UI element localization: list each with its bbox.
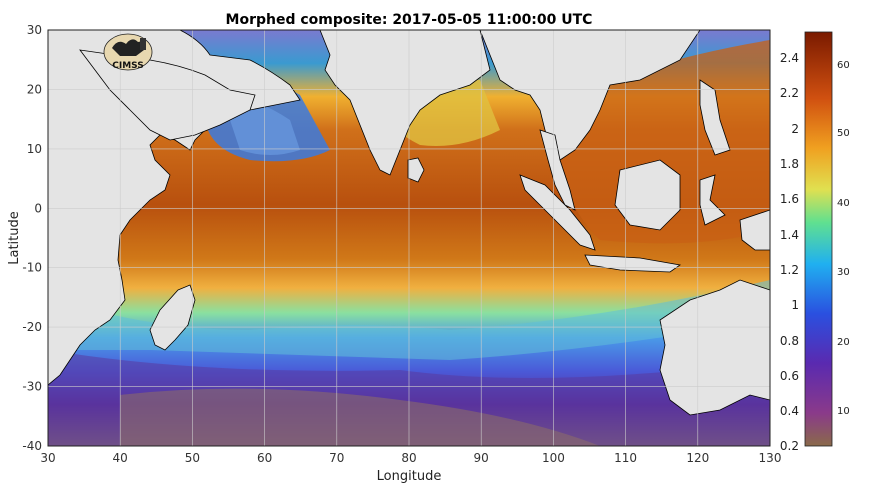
- colorbar-tick-label: 1.6: [780, 192, 799, 206]
- map-title: Morphed composite: 2017-05-05 11:00:00 U…: [226, 12, 593, 28]
- x-tick-label: 90: [474, 451, 489, 465]
- malay-peninsula: [539, 129, 576, 211]
- x-tick-label: 30: [40, 451, 55, 465]
- x-tick-label: 110: [614, 451, 637, 465]
- grid-lines: [48, 30, 770, 446]
- x-tick-label: 40: [113, 451, 128, 465]
- x-tick-label: 60: [257, 451, 272, 465]
- colorbar-tick-label: 2.4: [780, 51, 799, 65]
- philippines-landmass: [699, 79, 731, 156]
- indochina-landmass: [479, 30, 701, 161]
- sumatra-landmass: [519, 174, 596, 251]
- y-tick-label: 10: [27, 142, 42, 156]
- x-tick-labels: 30 40 50 60 70 80 90 100 110 120 130: [40, 451, 781, 465]
- colorbar-tick-label: 0.8: [780, 334, 799, 348]
- far-south-dry: [120, 388, 600, 446]
- colorbar-tick-label: 2.2: [780, 86, 799, 100]
- x-tick-label: 120: [686, 451, 709, 465]
- sulawesi-landmass: [699, 174, 726, 226]
- colorbar-tick-label: 0.6: [780, 369, 799, 383]
- colorbar-tick-label: 10: [837, 406, 850, 417]
- colorbar-tick-label: 1.8: [780, 157, 799, 171]
- colorbar-tick-label: 2: [791, 122, 799, 136]
- cimss-logo: CIMSS: [103, 33, 153, 71]
- plot-frame: [47, 29, 771, 447]
- x-tick-label: 70: [329, 451, 344, 465]
- y-tick-labels: 30 20 10 0 -10 -20 -30 -40: [22, 23, 42, 453]
- colorbar-tick-label: 30: [837, 267, 850, 278]
- x-tick-label: 130: [759, 451, 782, 465]
- colorbar-left-ticks: 2.4 2.2 2 1.8 1.6 1.4 1.2 1 0.8 0.6 0.4 …: [780, 51, 799, 453]
- africa-landmass: [48, 30, 301, 386]
- colorbar-tick-label: 40: [837, 198, 850, 209]
- colorbar-tick-label: 60: [837, 60, 850, 71]
- australia-landmass: [659, 279, 770, 416]
- india-landmass: [319, 30, 491, 176]
- y-axis-label: Latitude: [7, 211, 22, 265]
- colorbar-tick-label: 1.2: [780, 263, 799, 277]
- y-tick-label: -10: [22, 261, 42, 275]
- new-guinea-landmass: [739, 209, 770, 251]
- sri-lanka-landmass: [407, 157, 425, 183]
- logo-text: CIMSS: [112, 61, 143, 71]
- y-tick-label: 0: [34, 201, 42, 215]
- arabia-landmass: [79, 49, 256, 141]
- colorbar-tick-label: 20: [837, 337, 850, 348]
- x-tick-label: 50: [185, 451, 200, 465]
- y-tick-label: 30: [27, 23, 42, 37]
- maritime-continent-moist: [560, 40, 770, 244]
- southern-transition-band: [60, 280, 770, 360]
- colorbar-right-ticks: 60 50 40 30 20 10: [837, 60, 850, 417]
- y-tick-label: -30: [22, 380, 42, 394]
- colorbar-tick-label: 1.4: [780, 228, 799, 242]
- map-plot-area: CIMSS: [48, 30, 770, 446]
- land-masses: [48, 30, 770, 416]
- y-tick-label: -40: [22, 439, 42, 453]
- y-tick-label: -20: [22, 320, 42, 334]
- colorbar-tick-label: 50: [837, 128, 850, 139]
- colorbar: [804, 31, 833, 447]
- colorbar-tick-label: 0.4: [780, 404, 799, 418]
- x-tick-label: 80: [401, 451, 416, 465]
- colorbar-tick-label: 1: [791, 298, 799, 312]
- x-axis-label: Longitude: [377, 469, 442, 484]
- x-tick-label: 100: [542, 451, 565, 465]
- colorbar-tick-label: 0.2: [780, 439, 799, 453]
- y-tick-label: 20: [27, 82, 42, 96]
